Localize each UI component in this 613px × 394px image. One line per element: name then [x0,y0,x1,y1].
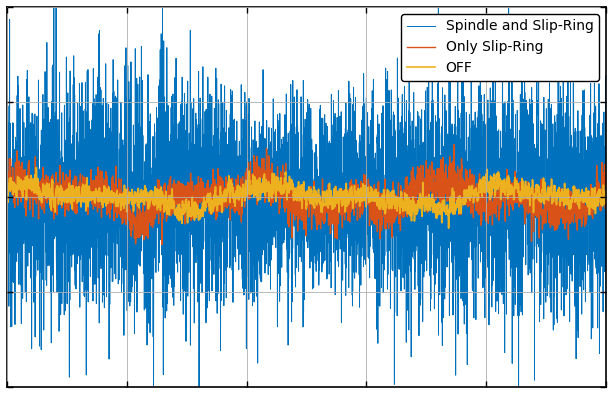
Legend: Spindle and Slip-Ring, Only Slip-Ring, OFF: Spindle and Slip-Ring, Only Slip-Ring, O… [402,14,599,81]
Spindle and Slip-Ring [232,178,240,183]
Spindle and Slip-Ring [112,171,120,175]
Spindle and Slip-Ring [496,254,503,259]
OFF [451,201,458,206]
Line: Spindle and Slip-Ring: Spindle and Slip-Ring [7,0,606,394]
Spindle and Slip-Ring [3,206,10,210]
OFF [232,192,240,197]
Spindle and Slip-Ring [603,313,610,318]
Only Slip-Ring [451,142,458,147]
Only Slip-Ring [232,199,240,204]
Only Slip-Ring [603,182,610,186]
Only Slip-Ring [3,173,10,178]
OFF [496,181,503,186]
Spindle and Slip-Ring [451,253,458,257]
OFF [32,165,40,170]
OFF [603,193,610,198]
Spindle and Slip-Ring [363,96,370,100]
Only Slip-Ring [158,242,166,247]
Only Slip-Ring [363,202,370,206]
Only Slip-Ring [112,188,120,193]
OFF [445,226,452,230]
OFF [3,183,10,188]
OFF [393,203,400,208]
Only Slip-Ring [393,203,400,208]
Only Slip-Ring [496,193,503,197]
Line: OFF: OFF [7,167,606,228]
Line: Only Slip-Ring: Only Slip-Ring [7,145,606,245]
Only Slip-Ring [451,176,458,180]
OFF [112,204,120,209]
OFF [363,197,370,202]
Spindle and Slip-Ring [393,199,400,204]
